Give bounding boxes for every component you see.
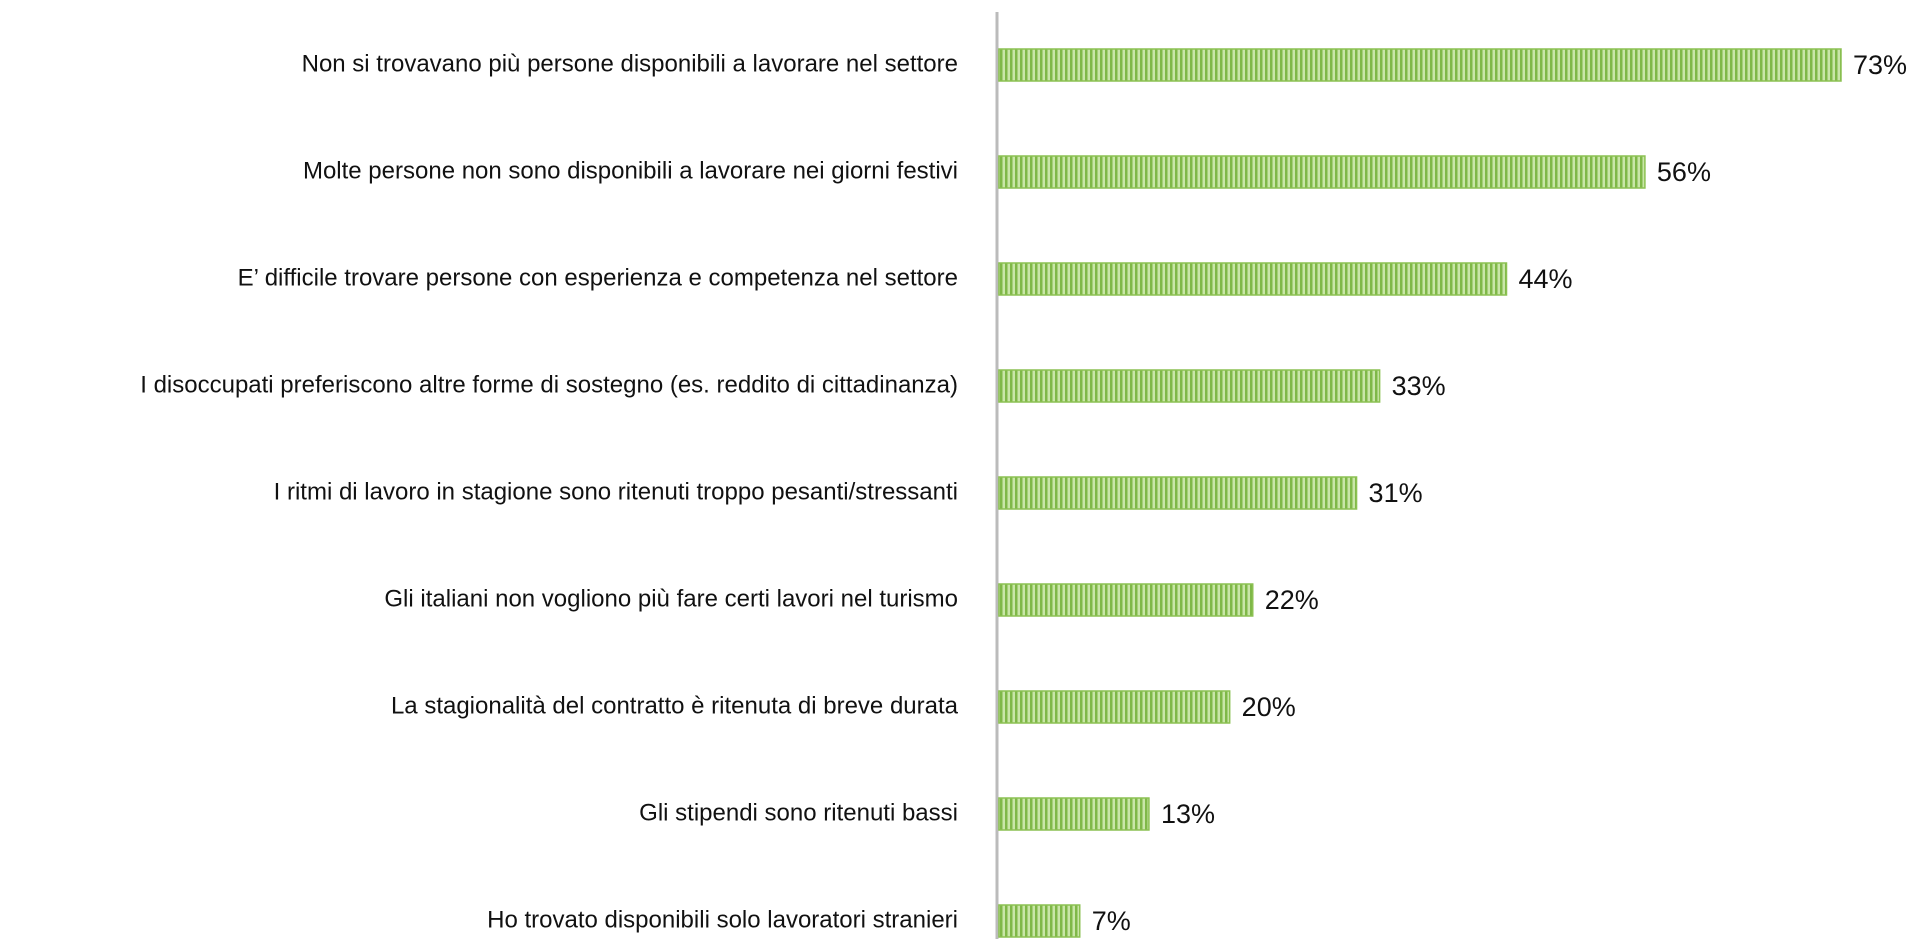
value-label: 13% xyxy=(1161,799,1215,829)
category-label: Molte persone non sono disponibili a lav… xyxy=(303,157,958,184)
bar xyxy=(998,476,1358,510)
value-label: 31% xyxy=(1369,478,1423,508)
category-label: Gli stipendi sono ritenuti bassi xyxy=(639,799,958,826)
value-label: 56% xyxy=(1657,157,1711,187)
category-label: I disoccupati preferiscono altre forme d… xyxy=(140,371,958,398)
value-label: 33% xyxy=(1392,371,1446,401)
value-label: 20% xyxy=(1242,692,1296,722)
category-label: E’ difficile trovare persone con esperie… xyxy=(238,264,958,291)
category-label: I ritmi di lavoro in stagione sono riten… xyxy=(274,478,958,505)
bar xyxy=(998,155,1646,189)
bar xyxy=(998,690,1231,724)
bar xyxy=(998,583,1254,617)
value-label: 22% xyxy=(1265,585,1319,615)
bar xyxy=(998,904,1081,938)
bar xyxy=(998,797,1150,831)
category-label: Ho trovato disponibili solo lavoratori s… xyxy=(487,906,958,933)
bar xyxy=(998,369,1381,403)
category-label: Non si trovavano più persone disponibili… xyxy=(302,50,958,77)
value-label: 44% xyxy=(1519,264,1573,294)
value-label: 7% xyxy=(1092,906,1131,936)
value-label: 73% xyxy=(1853,50,1907,80)
category-label: La stagionalità del contratto è ritenuta… xyxy=(391,692,959,719)
bar xyxy=(998,48,1842,82)
category-label: Gli italiani non vogliono più fare certi… xyxy=(384,585,958,612)
bar xyxy=(998,262,1508,296)
